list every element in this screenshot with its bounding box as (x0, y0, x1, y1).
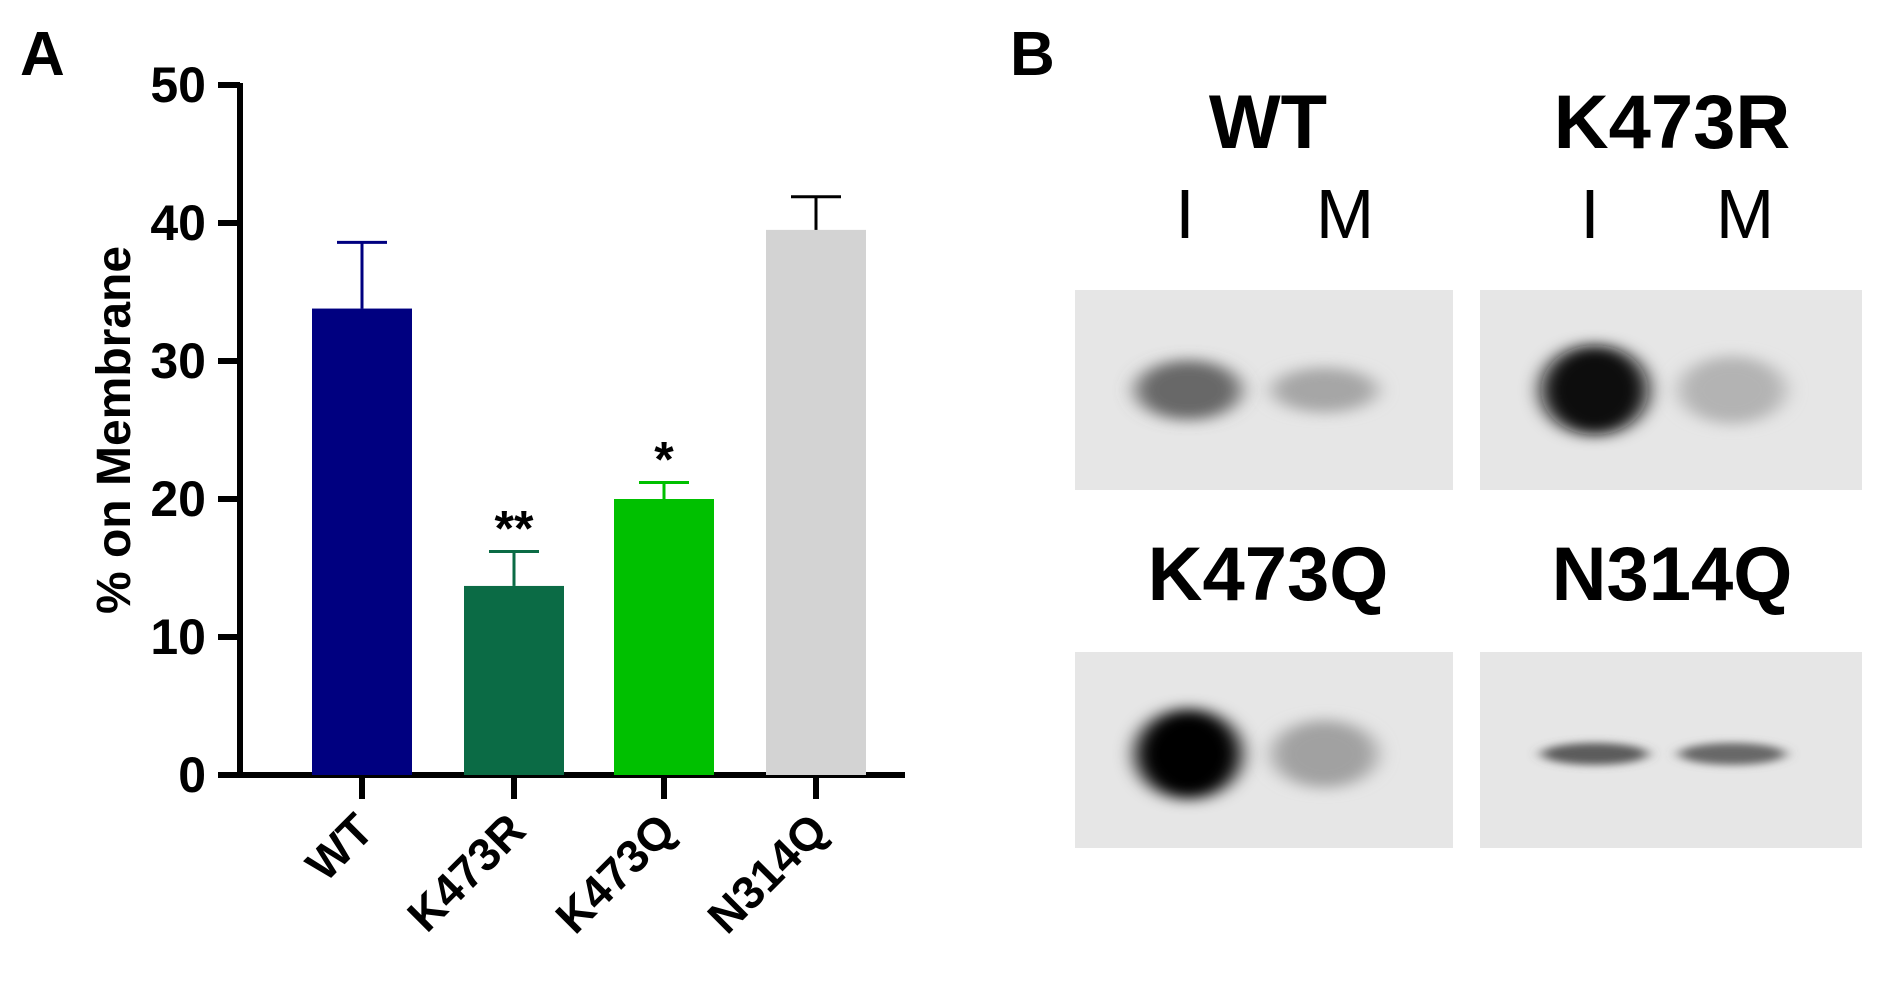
blot-panel-n314q (1480, 652, 1862, 848)
band-input (1541, 742, 1649, 765)
y-tick-label: 10 (150, 609, 206, 665)
x-tick-label: N314Q (697, 803, 837, 943)
band-membrane (1678, 356, 1786, 424)
band-membrane (1271, 720, 1378, 788)
band-membrane (1271, 367, 1378, 413)
lane-label-i: I (1175, 175, 1194, 253)
bar-k473q (614, 499, 714, 775)
bar-k473r (464, 585, 564, 775)
significance-mark: * (654, 431, 674, 487)
bar-chart: 0 10 20 30 40 50 % on Membrane WT ** K473R * K473Q N… (88, 57, 905, 943)
band-input (1135, 360, 1242, 420)
blot-panel-wt (1075, 290, 1453, 490)
significance-mark: ** (495, 500, 534, 556)
y-tick-label: 20 (150, 471, 206, 527)
panel-b-label: B (1010, 20, 1055, 89)
y-tick-label: 0 (178, 747, 206, 803)
blot-title-n314q: N314Q (1552, 532, 1793, 617)
band-input (1541, 345, 1649, 435)
blot-title-k473q: K473Q (1148, 532, 1389, 617)
x-tick-label: K473Q (545, 803, 685, 943)
y-tick-label: 30 (150, 333, 206, 389)
lane-label-m: M (1716, 175, 1774, 253)
blot-panel-k473q (1075, 652, 1453, 848)
y-axis-title: % on Membrane (88, 246, 141, 614)
blot-title-k473r: K473R (1554, 80, 1791, 165)
bar-n314q (766, 229, 866, 775)
blot-title-wt: WT (1209, 80, 1327, 165)
band-membrane (1678, 742, 1786, 765)
panel-a-label: A (20, 20, 65, 89)
blot-panel-k473r (1480, 290, 1862, 490)
lane-label-m: M (1316, 175, 1374, 253)
x-tick-label: K473R (397, 803, 535, 941)
bar-wt (312, 308, 412, 775)
y-tick-label: 50 (150, 57, 206, 113)
lane-label-i: I (1580, 175, 1599, 253)
x-tick-label: WT (296, 803, 383, 890)
band-input (1135, 708, 1242, 799)
y-tick-label: 40 (150, 195, 206, 251)
